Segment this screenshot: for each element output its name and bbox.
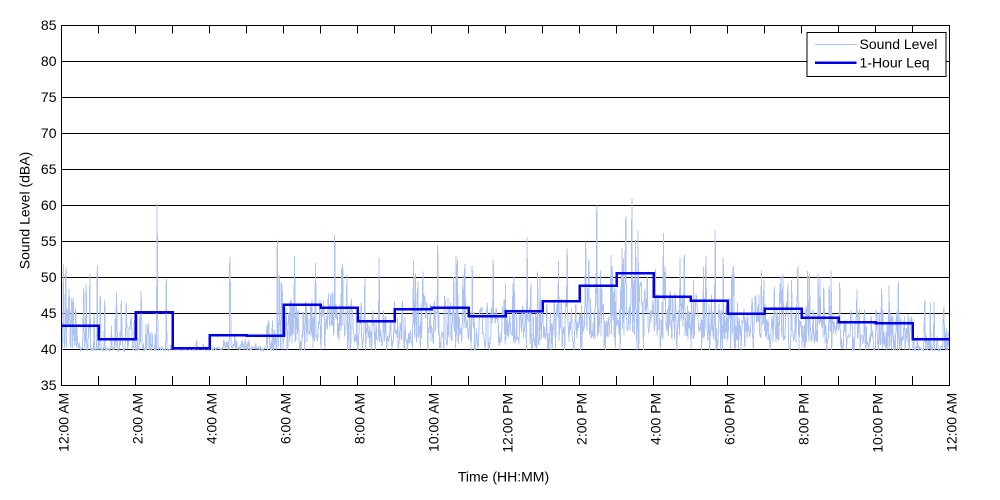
svg-text:Sound Level: Sound Level bbox=[860, 36, 938, 52]
svg-text:60: 60 bbox=[41, 197, 57, 213]
svg-text:2:00 AM: 2:00 AM bbox=[129, 393, 145, 444]
svg-text:10:00 AM: 10:00 AM bbox=[425, 393, 441, 452]
svg-text:35: 35 bbox=[41, 377, 57, 393]
svg-text:12:00 AM: 12:00 AM bbox=[943, 393, 959, 452]
svg-text:12:00 PM: 12:00 PM bbox=[499, 393, 515, 453]
svg-text:8:00 AM: 8:00 AM bbox=[351, 393, 367, 444]
svg-text:4:00 AM: 4:00 AM bbox=[203, 393, 219, 444]
svg-text:70: 70 bbox=[41, 125, 57, 141]
svg-text:6:00 PM: 6:00 PM bbox=[721, 393, 737, 445]
svg-text:50: 50 bbox=[41, 269, 57, 285]
svg-text:Time (HH:MM): Time (HH:MM) bbox=[458, 469, 549, 485]
svg-text:45: 45 bbox=[41, 305, 57, 321]
svg-text:6:00 AM: 6:00 AM bbox=[277, 393, 293, 444]
svg-text:Sound Level (dBA): Sound Level (dBA) bbox=[17, 152, 33, 270]
svg-text:1-Hour Leq: 1-Hour Leq bbox=[860, 54, 930, 70]
svg-text:8:00 PM: 8:00 PM bbox=[795, 393, 811, 445]
svg-text:80: 80 bbox=[41, 53, 57, 69]
svg-text:65: 65 bbox=[41, 161, 57, 177]
svg-text:75: 75 bbox=[41, 89, 57, 105]
svg-text:40: 40 bbox=[41, 341, 57, 357]
svg-text:85: 85 bbox=[41, 17, 57, 33]
svg-text:4:00 PM: 4:00 PM bbox=[647, 393, 663, 445]
svg-text:10:00 PM: 10:00 PM bbox=[869, 393, 885, 453]
svg-text:12:00 AM: 12:00 AM bbox=[55, 393, 71, 452]
svg-text:55: 55 bbox=[41, 233, 57, 249]
svg-text:2:00 PM: 2:00 PM bbox=[573, 393, 589, 445]
